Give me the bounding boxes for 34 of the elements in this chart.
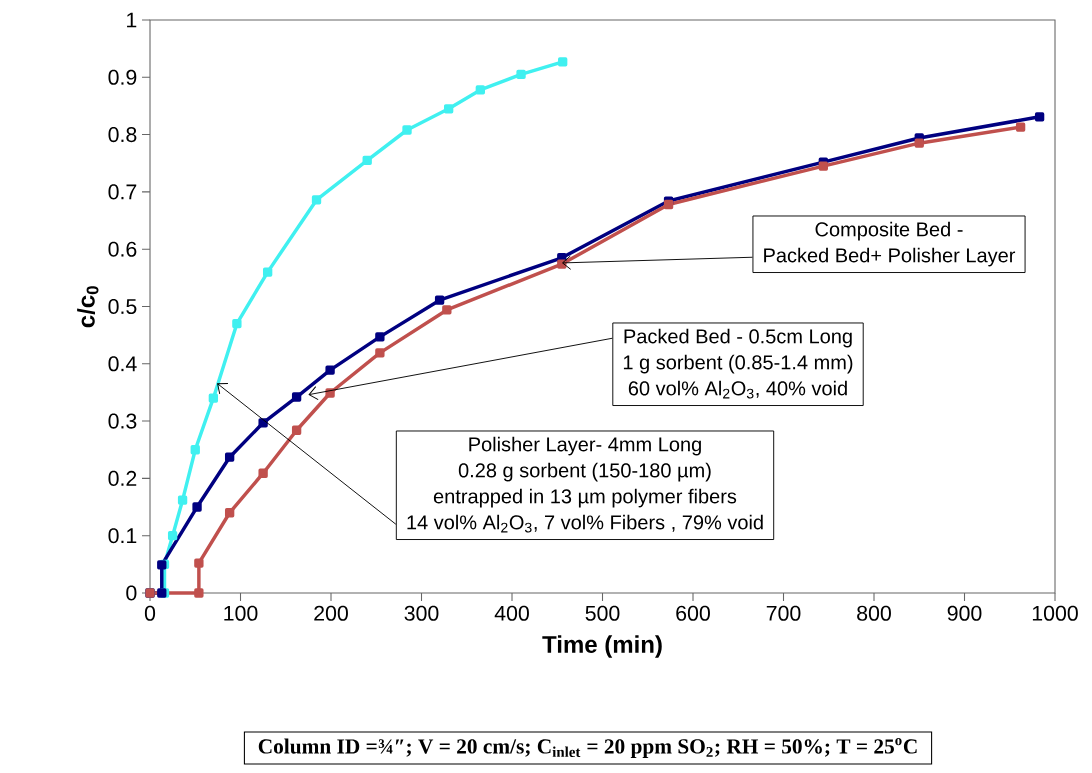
annotation: 14 vol% Al$_{2}$O$_{3}$, 7 vol% Fibers , 79% void <box>407 514 763 533</box>
x-tick-label: 900 <box>947 605 982 621</box>
x-tick-label: 600 <box>676 605 710 621</box>
x-tick-label: 300 <box>404 605 439 621</box>
annotation: entrapped in 13 µm polymer fibers <box>433 488 737 508</box>
x-tick-label: 800 <box>857 605 891 621</box>
y-tick-label: 0.6 <box>108 241 137 257</box>
x-tick-label: 700 <box>766 605 801 621</box>
x-tick-label: 200 <box>314 605 348 621</box>
x-tick-label: 500 <box>585 605 620 621</box>
x-tick-label: 1000 <box>1032 605 1078 621</box>
y-tick-label: 0.3 <box>108 413 137 429</box>
annotation: Packed Bed+ Polisher Layer <box>764 247 1016 267</box>
y-tick-label: 0.9 <box>108 69 137 85</box>
x-tick-label: 400 <box>494 605 529 621</box>
y-tick-label: 0.8 <box>108 127 137 143</box>
annotation: Composite Bed - <box>815 221 963 241</box>
y-axis-title: c/c$_{0}$ <box>77 286 99 328</box>
y-tick-label: 0 <box>126 585 137 601</box>
y-tick-label: 0.2 <box>108 470 137 486</box>
annotation: Polisher Layer- 4mm Long <box>469 436 701 456</box>
annotation: Packed Bed - 0.5cm Long <box>624 328 852 348</box>
y-tick-label: 1 <box>127 12 137 28</box>
y-tick-label: 0.7 <box>108 184 137 200</box>
x-tick-label: 100 <box>224 605 258 621</box>
text: Column ID =¾″; V = 20 cm/s; C$_{inlet}$ = 20 ppm SO$_{2}$; RH = 50%; T = 25$^{o}$C <box>258 738 917 758</box>
y-tick-label: 0.4 <box>108 356 137 372</box>
x-axis-title: Time (min) <box>542 635 662 658</box>
y-tick-label: 0.1 <box>108 528 137 544</box>
x-tick-label: 0 <box>144 605 156 621</box>
annotation: 0.28 g sorbent (150-180 µm) <box>458 462 711 482</box>
annotation: 1 g sorbent (0.85-1.4 mm) <box>623 354 853 374</box>
y-tick-label: 0.5 <box>108 298 137 315</box>
annotation: 60 vol% Al$_{2}$O$_{3}$, 40% void <box>628 380 847 399</box>
